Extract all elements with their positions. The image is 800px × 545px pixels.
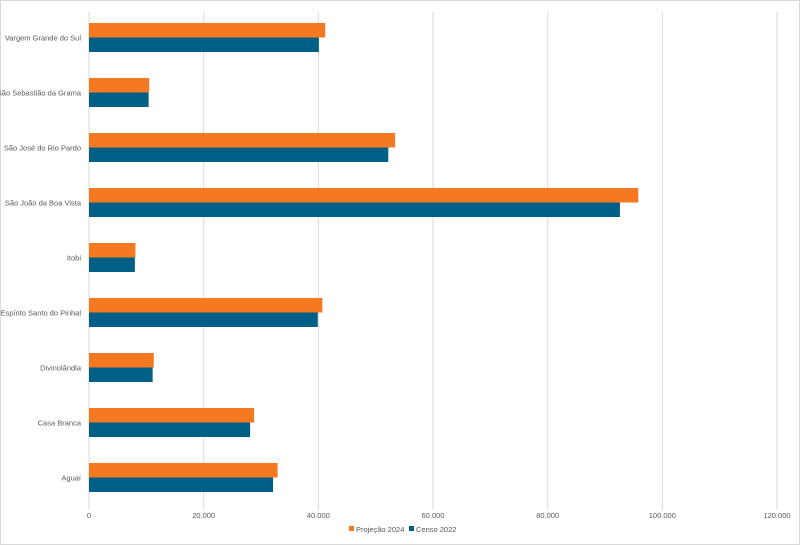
- category-label: São José do Rio Pardo: [4, 144, 81, 153]
- bar-censo-2022: [89, 312, 318, 327]
- bar-censo-2022: [89, 92, 149, 107]
- bar-projecao-2024: [89, 78, 150, 93]
- x-tick-label: 20.000: [192, 511, 215, 520]
- x-tick-label: 100.000: [649, 511, 676, 520]
- category-label: Vargem Grande do Sul: [5, 34, 81, 43]
- x-tick-label: 40.000: [307, 511, 330, 520]
- category-label: Itobi: [67, 254, 82, 263]
- bar-projecao-2024: [89, 408, 255, 423]
- bar-censo-2022: [89, 257, 135, 272]
- category-label: Divinolândia: [40, 364, 82, 373]
- category-label: Aguaí: [61, 474, 82, 483]
- bars: [89, 23, 639, 492]
- bar-projecao-2024: [89, 133, 396, 148]
- bar-projecao-2024: [89, 243, 136, 258]
- x-tick-label: 60.000: [422, 511, 445, 520]
- bar-projecao-2024: [89, 23, 326, 38]
- bar-censo-2022: [89, 37, 319, 52]
- category-label: São Sebastião da Grama: [0, 89, 82, 98]
- bar-censo-2022: [89, 477, 274, 492]
- bar-projecao-2024: [89, 463, 278, 478]
- category-label: São João da Boa Vista: [5, 199, 82, 208]
- x-tick-label: 120.000: [763, 511, 790, 520]
- category-labels: Vargem Grande do Sul São Sebastião da Gra…: [0, 34, 82, 483]
- legend: Projeção 2024 Censo 2022: [349, 525, 456, 534]
- bar-projecao-2024: [89, 188, 639, 203]
- bar-censo-2022: [89, 147, 389, 162]
- legend-label: Censo 2022: [416, 525, 456, 534]
- category-label: Espírito Santo do Pinhal: [1, 309, 82, 318]
- x-tick-label: 80.000: [536, 511, 559, 520]
- legend-swatch: [409, 526, 414, 531]
- x-axis-tick-labels: 0 20.000 40.000 60.000 80.000 100.000 120.000: [87, 511, 791, 520]
- legend-label: Projeção 2024: [356, 525, 404, 534]
- legend-swatch: [349, 526, 354, 531]
- bar-censo-2022: [89, 367, 153, 382]
- bar-projecao-2024: [89, 353, 154, 368]
- category-label: Casa Branca: [38, 419, 82, 428]
- bar-censo-2022: [89, 202, 620, 217]
- x-tick-label: 0: [87, 511, 91, 520]
- bar-projecao-2024: [89, 298, 323, 313]
- bar-censo-2022: [89, 422, 251, 437]
